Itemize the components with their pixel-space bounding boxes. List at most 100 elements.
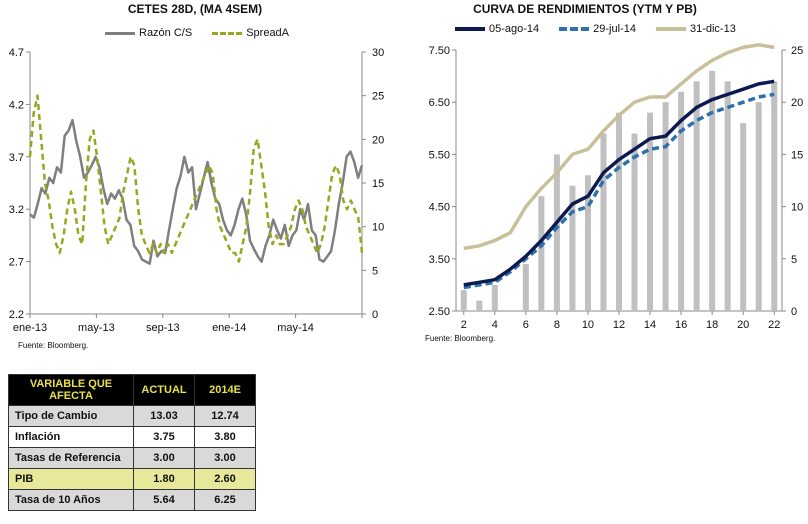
row-2014e: 6.25 [194, 489, 256, 511]
x-tick-label: 14 [644, 319, 656, 331]
pb-bar [771, 81, 778, 311]
legend-label-31dic: 31-dic-13 [689, 23, 736, 35]
y-right-tick-label: 20 [372, 134, 384, 146]
series-line-razon [29, 118, 364, 265]
pb-bar [491, 284, 498, 311]
row-actual: 1.80 [133, 468, 195, 490]
row-2014e: 3.00 [194, 447, 256, 469]
x-tick-label: may-13 [78, 322, 115, 334]
x-tick-label: 16 [675, 319, 687, 331]
row-actual: 13.03 [133, 405, 195, 427]
x-tick-label: 2 [461, 319, 467, 331]
y-right-tick-label: 15 [791, 149, 803, 161]
right-chart-legend: 05-ago-14 29-jul-14 31-dic-13 [455, 23, 736, 35]
header-2014e: 2014E [194, 374, 256, 406]
y-left-tick-label: 3.50 [429, 254, 450, 266]
row-actual: 3.00 [133, 447, 195, 469]
table-row: PIB 1.80 2.60 [8, 468, 256, 490]
legend-label-05ago: 05-ago-14 [489, 23, 540, 35]
legend-label-29jul: 29-jul-14 [593, 23, 636, 35]
legend-swatch-razon [105, 31, 135, 35]
y-right-tick-label: 0 [791, 306, 797, 318]
series-line-spread [28, 94, 364, 263]
y-left-tick-label: 4.50 [429, 202, 450, 214]
x-tick-label: ene-13 [13, 322, 47, 334]
y-left-tick-label: 2.50 [429, 306, 450, 318]
legend-swatch-spread [212, 31, 243, 35]
row-label: Inflación [8, 426, 134, 448]
y-left-tick-label: 2.2 [9, 309, 24, 321]
y-right-tick-label: 5 [372, 265, 378, 277]
legend-label-razon: Razón C/S [139, 27, 193, 39]
y-right-tick-label: 25 [791, 45, 803, 57]
series-line-31dic [463, 43, 775, 251]
y-left-tick-label: 6.50 [429, 97, 450, 109]
variables-table: VARIABLE QUE AFECTA ACTUAL 2014E Tipo de… [8, 374, 256, 511]
y-right-tick-label: 10 [791, 202, 803, 214]
row-label: Tipo de Cambio [8, 405, 134, 427]
pb-bar [631, 133, 638, 311]
legend-swatch-29jul [559, 27, 590, 31]
pb-bar [709, 70, 716, 311]
table-row: Tipo de Cambio 13.03 12.74 [8, 405, 256, 427]
pb-bar [678, 91, 685, 311]
y-left-tick-label: 2.7 [9, 257, 24, 269]
y-right-tick-label: 0 [372, 309, 378, 321]
row-label: Tasas de Referencia [8, 447, 134, 469]
legend-swatch-31dic [655, 27, 686, 31]
pb-bar [693, 81, 700, 311]
y-left-tick-label: 4.2 [9, 99, 24, 111]
right-chart: 2.50 3.50 4.50 5.50 6.50 7.50 0 5 10 15 20 25 2 4 6 8 10… [429, 43, 803, 331]
table-header-row: VARIABLE QUE AFECTA ACTUAL 2014E [8, 374, 256, 406]
row-2014e: 3.80 [194, 426, 256, 448]
pb-bar [724, 81, 731, 311]
table-row: Tasas de Referencia 3.00 3.00 [8, 447, 256, 469]
right-chart-source: Fuente: Bloomberg. [425, 334, 496, 343]
row-label: Tasa de 10 Años [8, 489, 134, 511]
left-chart-title: CETES 28D, (MA 4SEM) [127, 2, 263, 16]
legend-swatch-05ago [455, 27, 485, 31]
x-tick-label: 4 [492, 319, 498, 331]
y-right-tick-label: 15 [372, 178, 384, 190]
row-actual: 5.64 [133, 489, 195, 511]
right-chart-title: CURVA DE RENDIMIENTOS (YTM Y PB) [473, 2, 697, 16]
x-tick-label: 10 [582, 319, 594, 331]
y-right-tick-label: 25 [372, 91, 384, 103]
left-chart: 2.2 2.7 3.2 3.7 4.2 4.7 0 5 10 15 20 25 30 ene-13 may-… [9, 47, 385, 334]
y-left-tick-label: 3.2 [9, 204, 24, 216]
y-left-tick-label: 7.50 [429, 45, 450, 57]
pb-bar [584, 175, 591, 311]
pb-bar [647, 112, 654, 311]
y-left-tick-label: 3.7 [9, 152, 24, 164]
x-tick-label: 22 [768, 319, 780, 331]
pb-bar [538, 196, 545, 311]
header-variable: VARIABLE QUE AFECTA [8, 374, 134, 406]
y-right-tick-label: 30 [372, 47, 384, 59]
left-chart-legend: Razón C/S SpreadA [105, 27, 289, 39]
x-tick-label: sep-13 [146, 322, 180, 334]
pb-bar [740, 123, 747, 311]
left-chart-source: Fuente: Bloomberg. [18, 341, 89, 350]
y-left-tick-label: 5.50 [429, 149, 450, 161]
row-2014e: 12.74 [194, 405, 256, 427]
series-line-05ago [463, 79, 775, 287]
x-tick-label: 12 [613, 319, 625, 331]
legend-label-spread: SpreadA [246, 27, 290, 39]
y-right-tick-label: 20 [791, 97, 803, 109]
y-left-tick-label: 4.7 [9, 47, 24, 59]
pb-bar [600, 133, 607, 311]
pb-bar [616, 112, 622, 311]
pb-bar [755, 102, 762, 311]
row-2014e: 2.60 [194, 468, 256, 490]
x-tick-label: may-14 [277, 322, 314, 334]
y-right-tick-label: 10 [372, 222, 384, 234]
pb-bar [522, 264, 529, 311]
row-label: PIB [8, 468, 134, 490]
header-actual: ACTUAL [133, 374, 195, 406]
table-row: Inflación 3.75 3.80 [8, 426, 256, 448]
x-tick-label: 8 [554, 319, 560, 331]
row-actual: 3.75 [133, 426, 195, 448]
pb-bar [553, 154, 560, 311]
x-tick-label: 6 [523, 319, 529, 331]
series-line-29jul [463, 92, 775, 290]
